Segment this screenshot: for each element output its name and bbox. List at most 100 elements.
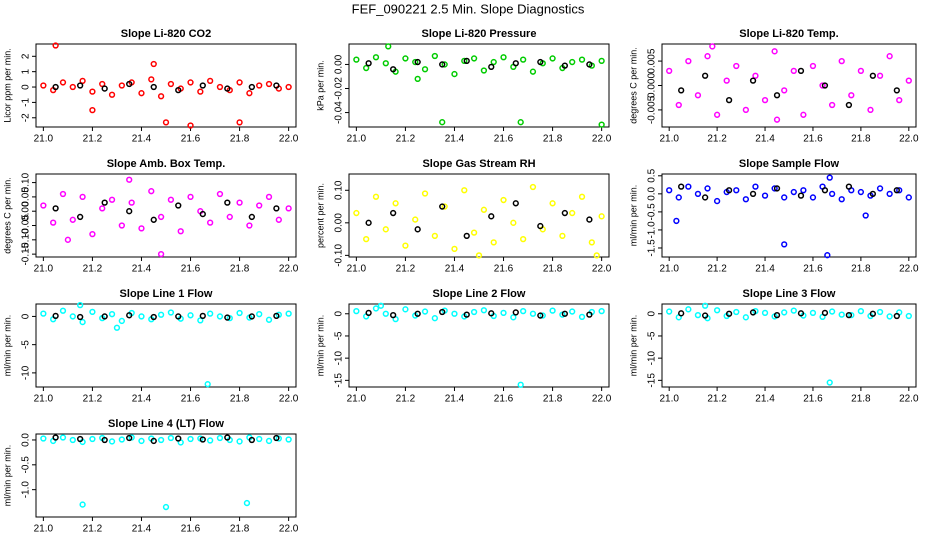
y-tick-label: 0 — [21, 84, 32, 90]
point — [99, 80, 106, 88]
point — [236, 199, 243, 206]
x-tick-label: 22.0 — [592, 264, 612, 275]
point — [500, 309, 507, 317]
point — [598, 307, 605, 315]
x-tick-label: 22.0 — [279, 394, 299, 405]
point — [113, 324, 121, 331]
point — [559, 232, 566, 239]
y-tick-label: -0.10 — [21, 228, 32, 251]
point — [512, 200, 519, 207]
point — [372, 305, 380, 312]
point — [800, 111, 807, 118]
point — [248, 213, 255, 221]
point — [752, 72, 759, 79]
x-tick-label: 21.2 — [83, 394, 103, 405]
point — [857, 67, 865, 75]
point — [150, 437, 157, 445]
x-tick-label: 21.0 — [659, 394, 679, 405]
point — [89, 230, 96, 238]
point — [821, 82, 829, 89]
point — [510, 314, 517, 321]
point — [216, 190, 224, 198]
point — [480, 307, 488, 314]
chart-title: Slope Li-820 CO2 — [121, 28, 211, 40]
point — [390, 209, 397, 217]
point — [578, 56, 586, 63]
point — [414, 226, 421, 233]
point — [824, 252, 831, 259]
point — [862, 212, 869, 219]
point — [365, 309, 372, 317]
point — [265, 316, 273, 323]
x-tick-label: 21.8 — [543, 394, 563, 405]
point — [520, 235, 527, 243]
point — [578, 313, 586, 321]
x-tick-label: 22.0 — [899, 134, 919, 145]
point — [167, 80, 175, 88]
point — [216, 434, 224, 442]
x-tick-label: 21.8 — [230, 264, 250, 275]
point — [441, 61, 448, 68]
point — [529, 310, 537, 317]
point — [138, 313, 145, 320]
point — [678, 310, 685, 317]
point — [157, 213, 165, 221]
point — [224, 199, 231, 206]
point — [694, 311, 702, 319]
y-tick-label: 0.00 — [334, 213, 345, 233]
point — [402, 242, 409, 249]
x-tick-label: 21.2 — [707, 264, 727, 275]
point — [162, 503, 170, 511]
point — [549, 200, 556, 207]
point — [40, 435, 47, 442]
point — [199, 312, 206, 320]
point — [586, 61, 593, 68]
point — [187, 312, 194, 319]
point — [236, 309, 243, 317]
point — [126, 208, 133, 215]
point — [79, 318, 86, 326]
point — [857, 188, 865, 196]
x-tick-label: 21.8 — [851, 134, 871, 145]
point — [40, 82, 47, 89]
x-tick-label: 21.6 — [181, 134, 201, 145]
point — [733, 62, 740, 70]
x-tick-label: 21.0 — [659, 134, 679, 145]
point — [204, 381, 211, 388]
point — [761, 96, 769, 104]
point — [372, 193, 380, 200]
y-tick-label: 0.0 — [647, 186, 658, 200]
point — [199, 82, 206, 89]
point — [742, 106, 750, 114]
x-tick-label: 21.4 — [132, 524, 152, 535]
point — [537, 58, 544, 66]
point — [561, 62, 568, 69]
point — [797, 192, 805, 199]
point — [285, 83, 292, 91]
point — [59, 190, 67, 198]
chart-title: Slope Amb. Box Temp. — [107, 158, 226, 170]
point — [157, 250, 165, 258]
point — [713, 111, 721, 118]
point — [64, 236, 72, 243]
point — [108, 311, 116, 318]
point — [838, 57, 845, 65]
point — [701, 312, 709, 319]
point — [586, 216, 593, 223]
y-tick-label: 0.05 — [21, 187, 32, 207]
point — [828, 101, 836, 109]
y-axis-label: ml/min per min. — [628, 185, 638, 247]
point — [224, 85, 231, 92]
point — [256, 202, 263, 209]
y-axis-label: Licor ppm per min. — [2, 48, 12, 123]
point — [101, 313, 108, 320]
point — [517, 381, 524, 388]
y-tick-label: 0 — [21, 313, 32, 319]
point — [480, 67, 488, 74]
point — [236, 79, 243, 86]
point — [128, 199, 135, 206]
point — [539, 312, 546, 319]
point — [431, 315, 438, 322]
point — [377, 302, 385, 309]
point — [353, 56, 360, 63]
